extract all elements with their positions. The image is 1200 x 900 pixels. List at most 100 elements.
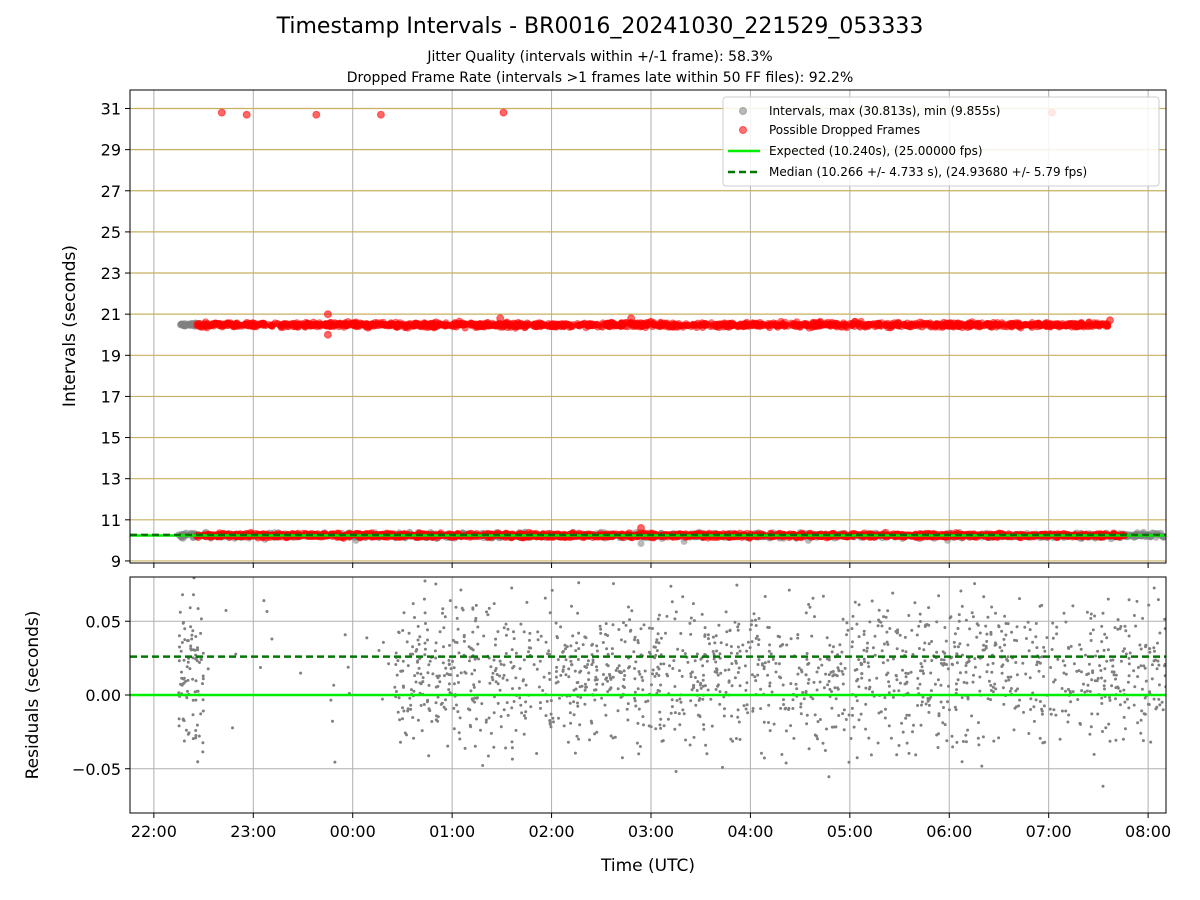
residual-point [1034,698,1038,702]
residual-point [1124,652,1128,656]
residual-point [993,682,997,686]
residual-point [837,714,841,717]
residual-point [1055,625,1059,629]
dropped-frame-point [809,321,817,329]
residual-point [512,637,516,641]
dropped-frame-point [1006,319,1014,328]
residual-point [577,737,580,741]
residual-point [750,640,754,644]
dropped-frame-point [635,321,644,329]
dropped-frame-point [1077,318,1085,327]
residual-point [1042,704,1046,708]
residual-point [669,584,673,588]
residual-point [565,645,569,649]
residual-point [927,606,931,610]
residual-point [493,643,497,647]
chart-subtitle-jitter: Jitter Quality (intervals within +/-1 fr… [427,49,773,65]
residual-point [712,657,716,661]
residual-point [199,617,203,621]
residual-point [771,657,775,661]
residual-point [815,688,819,692]
residual-point [1114,738,1118,742]
residual-point [777,662,781,666]
residual-point [586,663,590,666]
residual-point [851,640,854,644]
dropped-frame-point [499,108,508,117]
residual-point [524,710,528,714]
residual-point [494,637,498,641]
residual-point [862,629,866,633]
residual-point [636,721,640,725]
residual-point [738,649,742,653]
residual-point [469,689,473,693]
residual-point [1089,725,1093,729]
dropped-frame-point [908,320,916,328]
residual-point [985,639,989,643]
residual-point [897,744,901,747]
residual-point [887,684,891,688]
residual-point [744,688,748,692]
residual-point [484,718,488,722]
residual-point [1006,675,1010,679]
dropped-frame-point [322,320,330,328]
residual-point [637,707,641,711]
residual-point [942,658,946,662]
residual-point [1148,647,1152,651]
dropped-frame-point [687,323,695,331]
residual-point [659,683,663,687]
residual-point [1037,669,1041,673]
residual-point [914,753,918,757]
residual-point [964,733,968,737]
residual-point [570,604,573,608]
residual-point [1116,627,1120,631]
residual-point [514,676,518,680]
residual-point [939,700,943,704]
residual-point [522,658,526,662]
residual-point [1018,698,1022,702]
top-y-tick-label: 23 [101,264,121,283]
residual-point [536,630,540,634]
residual-point [1139,664,1143,668]
residual-point [984,624,988,628]
residual-point [907,713,911,717]
residual-point [678,723,682,727]
residual-point [1004,633,1008,637]
residual-point [452,682,456,686]
residual-point [496,682,500,686]
residual-point [689,632,693,636]
residual-point [498,688,502,692]
residual-point [867,665,871,669]
residual-point [423,647,427,651]
residual-point [457,731,461,735]
residual-point [442,674,446,678]
residual-point [1148,650,1152,654]
residual-point [625,707,629,711]
residual-point [729,645,733,648]
residual-point [426,698,430,702]
residual-point [815,734,819,738]
residual-point [417,666,421,670]
residual-point [976,736,980,740]
residual-point [951,745,955,749]
residual-point [648,626,651,630]
residual-point [904,671,908,675]
residual-point [997,624,1001,628]
residual-point [942,706,945,709]
residual-point [1104,726,1108,730]
residual-point [701,678,705,682]
residual-point [1101,784,1105,788]
residual-point [1093,614,1097,618]
residual-point [943,723,947,727]
residual-point [524,700,528,704]
dropped-frame-point [312,110,321,119]
dropped-frame-point [665,323,673,331]
residual-point [915,633,919,637]
dropped-frame-point [934,321,942,329]
residual-point [1099,669,1103,672]
top-y-tick-label: 21 [101,305,121,324]
residual-point [643,669,647,673]
residual-point [201,709,205,713]
residual-point [192,577,196,580]
residual-point [719,641,723,645]
residual-point [623,640,627,644]
